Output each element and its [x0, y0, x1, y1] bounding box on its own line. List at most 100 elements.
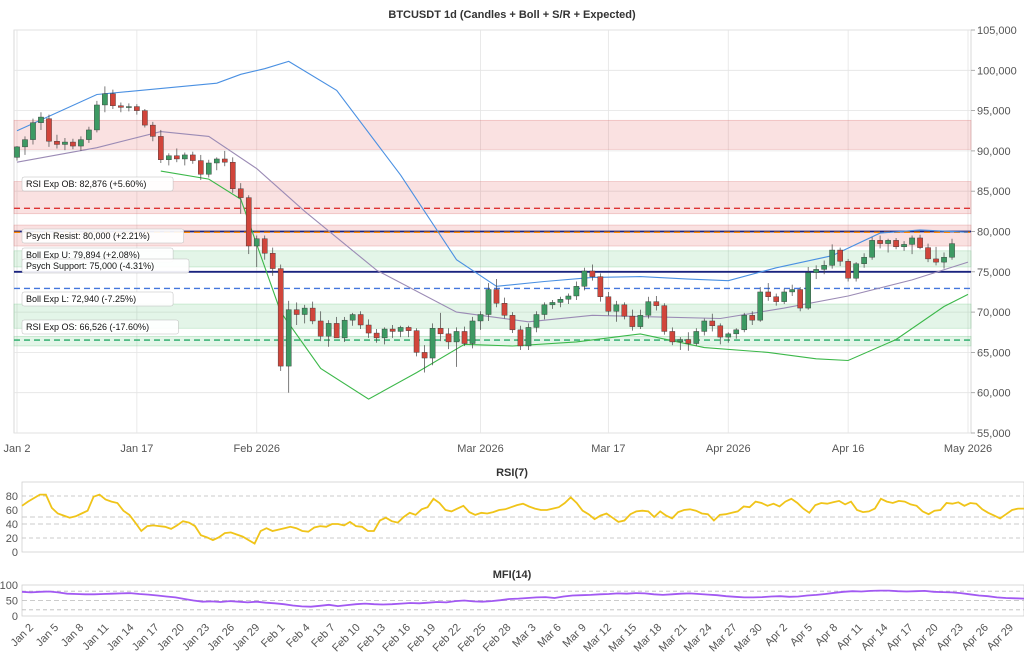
candle-body: [341, 319, 348, 339]
main-x-tick-label: Jan 17: [120, 443, 153, 455]
osc-y-tick-label: 80: [6, 491, 18, 503]
candle-body: [158, 136, 164, 160]
candle-body: [349, 314, 356, 321]
candle-body: [213, 158, 220, 164]
candle-body: [917, 237, 923, 248]
candle-body: [293, 309, 300, 315]
candle-body: [269, 253, 276, 269]
candle-body: [581, 270, 588, 287]
candle-body: [949, 243, 955, 258]
candle-body: [525, 327, 532, 347]
candle-body: [317, 320, 324, 337]
main-y-tick-label: 55,000: [977, 428, 1011, 440]
candle-body: [541, 304, 548, 315]
candle-body: [413, 330, 420, 353]
candle-body: [701, 320, 708, 332]
candle-body: [693, 331, 700, 344]
candle-body: [885, 240, 891, 244]
candle-body: [797, 289, 803, 309]
mfi-line: [21, 589, 1024, 608]
main-x-tick-label: Apr 2026: [706, 443, 751, 455]
candle-body: [94, 104, 100, 131]
candle-body: [781, 291, 787, 302]
candle-body: [357, 314, 364, 326]
candle-body: [661, 305, 668, 332]
candle-body: [869, 240, 875, 258]
level-label-box: [21, 228, 184, 244]
resistance-zone: [13, 224, 972, 247]
main-x-ticks: Jan 2 Jan 17 Feb 2026 Mar 2026 Mar 17 Apr 202…: [4, 443, 993, 455]
candle-body: [14, 146, 20, 158]
boll-lower-line: [160, 170, 969, 400]
candle-body: [285, 309, 292, 367]
candle-body: [789, 289, 795, 293]
candle-body: [725, 333, 732, 338]
osc-y-tick-label: 100: [0, 580, 18, 592]
candle-body: [645, 301, 652, 316]
candle-body: [677, 339, 684, 343]
candles: [14, 86, 955, 393]
candle-body: [709, 320, 716, 327]
candle-body: [325, 323, 332, 337]
candle-body: [629, 315, 636, 327]
candle-body: [909, 237, 915, 245]
candle-body: [54, 141, 60, 145]
candle-body: [38, 116, 44, 123]
main-y-tick-label: 65,000: [977, 347, 1011, 359]
candle-body: [30, 122, 36, 140]
candle-body: [102, 93, 108, 106]
candle-body: [861, 257, 867, 264]
level-label: Boll Exp U: 79,894 (+2.08%): [26, 250, 140, 260]
main-y-tick-label: 100,000: [977, 65, 1017, 77]
candle-body: [126, 106, 132, 108]
osc-y-tick-label: 40: [6, 519, 18, 531]
candle-body: [229, 161, 236, 189]
candle-body: [853, 263, 859, 279]
candle-body: [437, 328, 444, 335]
candle-body: [845, 261, 851, 279]
main-x-tick-label: Feb 2026: [234, 443, 280, 455]
mfi-title: MFI(14): [493, 569, 532, 581]
candle-body: [925, 247, 931, 260]
mfi-y-ticks: 0 50 100: [0, 580, 18, 623]
level-label-box: [21, 176, 174, 192]
candle-body: [517, 329, 524, 347]
candle-body: [469, 320, 476, 344]
candle-body: [589, 270, 596, 277]
level-label-box: [21, 258, 190, 274]
main-y-tick-label: 95,000: [977, 106, 1011, 118]
main-y-tick-label: 60,000: [977, 388, 1011, 400]
osc-y-tick-label: 20: [6, 533, 18, 545]
candle-body: [46, 118, 52, 142]
candle-body: [613, 304, 620, 312]
candle-body: [717, 325, 724, 338]
candle-body: [749, 315, 756, 321]
candle-body: [237, 188, 244, 198]
level-label: RSI Exp OB: 82,876 (+5.60%): [26, 179, 146, 189]
candle-body: [309, 307, 316, 322]
osc-y-tick-label: 0: [12, 547, 18, 559]
main-x-tick-label: May 2026: [944, 443, 992, 455]
candle-body: [70, 141, 76, 147]
rsi-line: [21, 493, 1024, 545]
candle-body: [429, 328, 436, 359]
candle-body: [301, 307, 308, 315]
candle-body: [565, 295, 572, 300]
candle-body: [373, 332, 380, 339]
level-label-box: [21, 319, 179, 335]
candle-body: [142, 110, 148, 126]
candle-body: [501, 303, 508, 316]
candle-body: [773, 296, 780, 302]
candle-body: [461, 331, 468, 344]
candle-body: [549, 302, 556, 306]
level-label-box: [21, 291, 174, 307]
level-label: Boll Exp L: 72,940 (-7.25%): [26, 294, 136, 304]
osc-line-path: [21, 589, 1024, 608]
main-x-tick-label: Mar 2026: [457, 443, 503, 455]
candle-body: [485, 289, 492, 315]
candle-body: [134, 106, 140, 111]
support-zone: [13, 335, 972, 347]
support-zone: [13, 250, 972, 268]
candle-body: [277, 268, 284, 367]
rsi-grid: [21, 481, 1024, 553]
